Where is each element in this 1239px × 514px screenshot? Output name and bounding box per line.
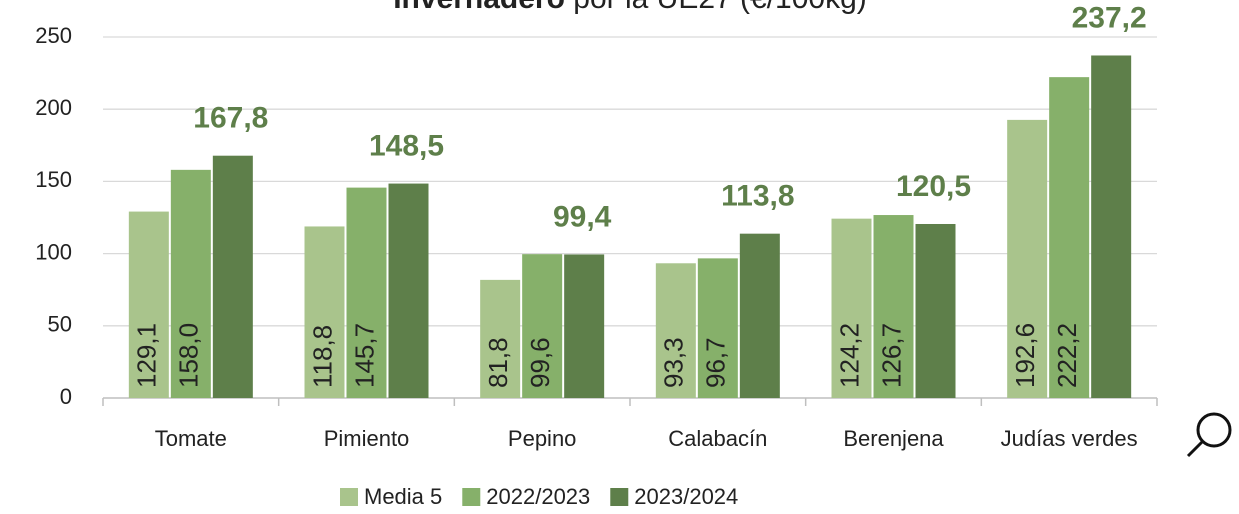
bar [480,279,521,398]
y-tick-label: 200 [35,95,72,120]
x-tick-label: Calabacín [668,426,767,451]
legend-swatch [462,488,481,506]
y-tick-label: 50 [48,312,72,337]
bar [1049,77,1090,399]
x-tick-label: Pimiento [324,426,410,451]
data-label: 237,2 [1072,1,1147,34]
title-bold: Invernadero [393,0,565,15]
bar [564,254,605,398]
data-label: 99,4 [553,200,612,233]
y-tick-label: 250 [35,23,72,48]
x-tick-label: Judías verdes [1001,426,1138,451]
legend-label: 2022/2023 [486,484,590,509]
bar [304,226,345,398]
x-tick-label: Tomate [155,426,227,451]
legend-swatch [610,488,629,506]
data-label: 167,8 [193,102,268,135]
data-label: 96,7 [701,337,731,388]
bar [170,169,211,398]
legend-label: Media 5 [364,484,442,509]
bar [1007,119,1048,399]
data-label: 148,5 [369,129,444,162]
bar [212,155,253,398]
data-label: 120,5 [896,170,971,203]
data-label: 118,8 [307,325,337,388]
data-label: 145,7 [349,323,379,388]
bar [1091,55,1132,398]
bar [915,223,956,398]
bar [346,187,387,398]
x-tick-label: Berenjena [843,426,944,451]
title-rest: por la UE27 (€/100kg) [573,0,867,15]
data-label: 129,1 [132,323,162,388]
data-label: 93,3 [659,337,689,388]
chart-title: Invernadero por la UE27 (€/100kg) [393,0,867,15]
search-icon[interactable] [1186,412,1232,458]
y-tick-label: 100 [35,239,72,264]
y-tick-label: 0 [60,384,72,409]
bar [873,215,914,398]
data-label: 124,2 [834,323,864,388]
data-label: 81,8 [483,337,513,388]
data-label: 126,7 [876,323,906,388]
data-label: 222,2 [1052,323,1082,388]
y-tick-label: 150 [35,167,72,192]
legend-label: 2023/2024 [634,484,738,509]
bar [831,218,872,398]
bar [128,211,169,398]
bar [739,233,780,398]
bar [522,254,563,398]
bar [388,183,429,398]
bar [655,263,696,398]
legend-swatch [340,488,358,506]
data-label: 158,0 [174,323,204,388]
data-label: 99,6 [525,337,555,388]
x-tick-label: Pepino [508,426,577,451]
data-label: 113,8 [721,180,794,213]
bar [697,258,738,398]
data-label: 192,6 [1010,323,1040,388]
